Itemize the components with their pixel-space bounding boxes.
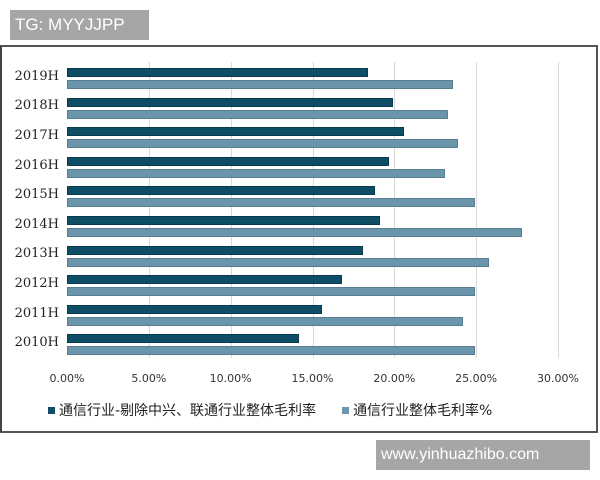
plot-area: 2019H 2018H 2017H 2016H 2015H 2014H 2013H 2012H…	[15, 62, 559, 358]
bar-series2	[67, 109, 449, 119]
x-tick-label: 5.00%	[131, 372, 167, 385]
bar-series2	[67, 346, 475, 356]
bar-series2	[67, 80, 454, 89]
bar-series1	[67, 156, 390, 166]
bar-series1	[67, 68, 369, 77]
x-tick-label: 10.00%	[209, 372, 252, 385]
x-tick-label: 30.00%	[537, 372, 579, 385]
legend: 通信行业-剔除中兴、联通行业整体毛利率 通信行业整体毛利率%	[48, 400, 492, 420]
y-tick-label: 2018H	[14, 98, 59, 114]
legend-item-series2: 通信行业整体毛利率%	[342, 400, 492, 420]
gridline	[312, 62, 314, 358]
legend-item-series1: 通信行业-剔除中兴、联通行业整体毛利率	[48, 400, 316, 420]
legend-swatch-series1	[48, 406, 55, 414]
bar-series1	[67, 97, 393, 107]
x-tick-label: 0.00%	[49, 372, 85, 385]
y-tick-label: 2016H	[14, 157, 59, 173]
bar-series1	[67, 216, 380, 225]
x-tick-label: 20.00%	[373, 372, 416, 385]
bar-series1	[67, 334, 300, 344]
bar-series1	[67, 127, 405, 137]
category-row: 2012H	[15, 269, 558, 299]
y-tick-label: 2015H	[14, 187, 59, 203]
legend-label-series1: 通信行业-剔除中兴、联通行业整体毛利率	[59, 403, 317, 419]
y-tick-label: 2014H	[14, 216, 59, 232]
y-tick-label: 2013H	[14, 246, 59, 262]
bar-series1	[67, 304, 323, 314]
x-tick-label: 15.00%	[291, 372, 334, 385]
bar-series1	[67, 245, 364, 255]
category-row: 2015H	[15, 180, 558, 210]
bar-series2	[67, 316, 464, 326]
bar-series1	[67, 275, 342, 285]
category-row: 2014H	[15, 210, 558, 240]
legend-label-series2: 通信行业整体毛利率%	[353, 403, 493, 419]
gridline	[394, 62, 396, 358]
gridline	[230, 62, 232, 358]
gridline	[148, 62, 150, 358]
y-tick-label: 2019H	[14, 68, 59, 84]
legend-swatch-series2	[342, 406, 350, 414]
watermark-bottom: www.yinhuazhibo.com	[376, 440, 590, 470]
x-tick-label: 25.00%	[455, 372, 498, 385]
category-row: 2013H	[15, 240, 558, 270]
category-row: 2018H	[15, 92, 558, 122]
watermark-top: TG: MYYJJPP	[10, 10, 149, 40]
y-tick-label: 2011H	[14, 305, 59, 321]
bar-series2	[67, 257, 490, 267]
category-row: 2019H	[15, 62, 558, 92]
bar-series2	[67, 168, 446, 178]
gridline	[476, 62, 478, 358]
category-row: 2010H	[15, 328, 558, 358]
bar-series2	[67, 198, 475, 208]
bar-series2	[67, 139, 459, 149]
category-row: 2011H	[15, 299, 558, 329]
y-tick-label: 2012H	[14, 275, 59, 291]
bar-series2	[67, 287, 475, 297]
y-tick-label: 2010H	[14, 335, 59, 351]
category-row: 2016H	[15, 151, 558, 181]
gridline	[558, 62, 559, 358]
bar-series1	[67, 186, 375, 196]
y-tick-label: 2017H	[14, 127, 59, 143]
category-row: 2017H	[15, 121, 558, 151]
bar-series2	[67, 228, 522, 237]
